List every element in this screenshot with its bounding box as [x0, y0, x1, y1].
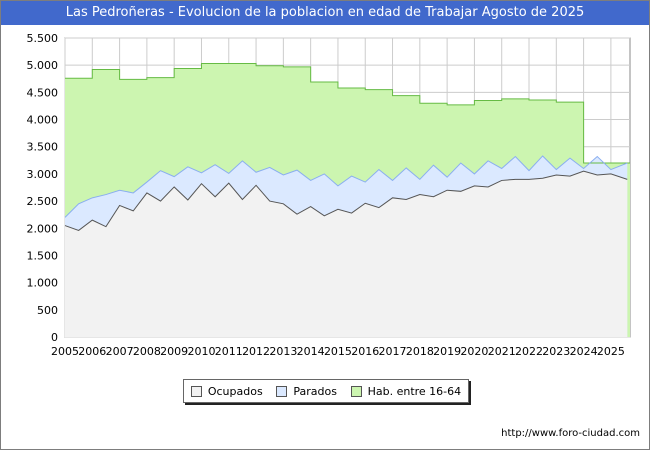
x-tick-label: 2017 — [379, 345, 407, 358]
x-tick-label: 2023 — [542, 345, 570, 358]
y-tick-label: 5.500 — [27, 32, 59, 45]
x-tick-label: 2016 — [351, 345, 379, 358]
x-tick-label: 2020 — [460, 345, 488, 358]
x-tick-label: 2019 — [433, 345, 461, 358]
y-tick-label: 4.000 — [27, 114, 59, 127]
x-tick-label: 2006 — [78, 345, 106, 358]
legend-item-ocupados: Ocupados — [190, 384, 263, 398]
x-tick-label: 2014 — [297, 345, 325, 358]
x-tick-label: 2012 — [242, 345, 270, 358]
chart-canvas: FORO-CIUDAD.COM 05001.0001.5002.0002.500… — [27, 32, 631, 358]
x-tick-label: 2018 — [406, 345, 434, 358]
y-tick-label: 500 — [37, 304, 58, 317]
x-tick-label: 2007 — [106, 345, 134, 358]
legend-swatch-habitantes — [350, 385, 362, 397]
y-tick-label: 3.000 — [27, 168, 59, 181]
line-parados — [64, 155, 628, 218]
legend-label-habitantes: Hab. entre 16-64 — [367, 384, 462, 398]
x-tick-label: 2015 — [324, 345, 352, 358]
area-ocupados — [65, 171, 628, 337]
y-tick-label: 1.000 — [27, 277, 59, 290]
legend-swatch-ocupados — [190, 385, 202, 397]
x-tick-label: 2008 — [133, 345, 161, 358]
y-tick-label: 4.500 — [27, 86, 59, 99]
y-tick-label: 2.000 — [27, 222, 59, 235]
legend-item-habitantes: Hab. entre 16-64 — [350, 384, 462, 398]
line-habitantes — [65, 63, 630, 164]
source-link[interactable]: http://www.foro-ciudad.com — [501, 428, 640, 439]
x-tick-label: 2009 — [160, 345, 188, 358]
y-tick-label: 3.500 — [27, 141, 59, 154]
x-tick-label: 2025 — [597, 345, 625, 358]
x-tick-label: 2011 — [215, 345, 243, 358]
x-tick-label: 2013 — [269, 345, 297, 358]
x-tick-label: 2024 — [570, 345, 598, 358]
y-tick-label: 1.500 — [27, 249, 59, 262]
line-ocupados — [64, 170, 628, 232]
legend-label-ocupados: Ocupados — [207, 384, 263, 398]
x-tick-label: 2005 — [51, 345, 79, 358]
y-tick-label: 5.000 — [27, 59, 59, 72]
legend: Ocupados Parados Hab. entre 16-64 — [183, 379, 469, 403]
y-tick-label: 2.500 — [27, 195, 59, 208]
x-tick-label: 2022 — [515, 345, 543, 358]
legend-item-parados: Parados — [276, 385, 337, 398]
x-tick-label: 2010 — [187, 345, 215, 358]
legend-label-parados: Parados — [293, 384, 337, 398]
chart-title: Las Pedroñeras - Evolucion de la poblaci… — [1, 1, 649, 25]
legend-swatch-parados — [276, 385, 288, 397]
x-tick-label: 2021 — [488, 345, 516, 358]
y-tick-label: 0 — [51, 331, 58, 344]
